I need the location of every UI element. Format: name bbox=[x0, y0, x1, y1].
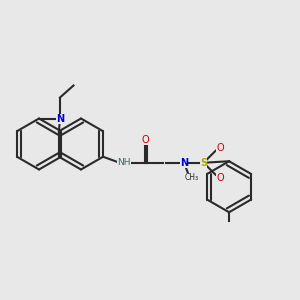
Text: NH: NH bbox=[117, 158, 131, 167]
Text: CH₃: CH₃ bbox=[184, 173, 199, 182]
Text: N: N bbox=[56, 113, 64, 124]
Text: O: O bbox=[216, 143, 224, 153]
Text: N: N bbox=[180, 158, 188, 168]
Text: O: O bbox=[216, 173, 224, 183]
Text: O: O bbox=[141, 135, 149, 145]
Text: S: S bbox=[200, 158, 207, 168]
